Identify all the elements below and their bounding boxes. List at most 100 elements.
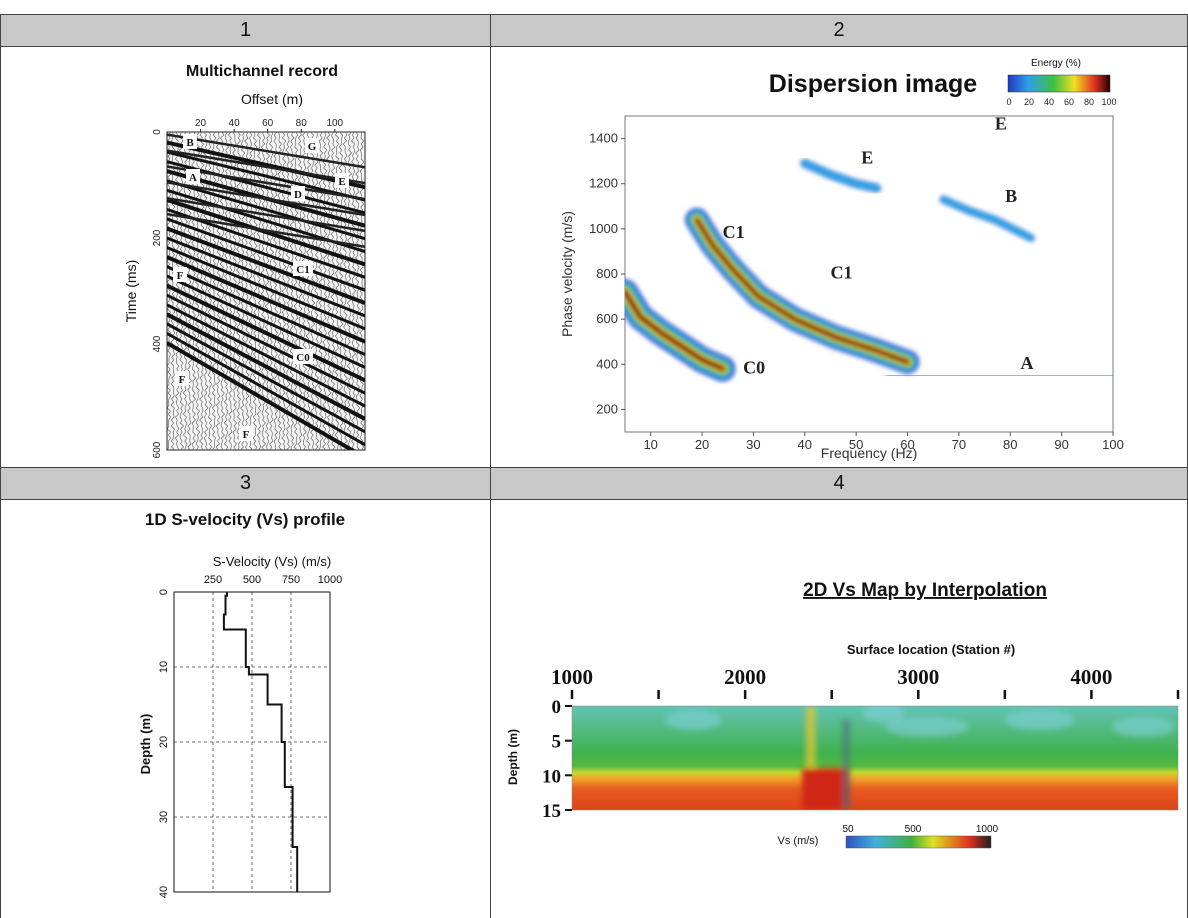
x-tick-label: 70 xyxy=(952,437,966,452)
vs-anomaly xyxy=(884,716,969,737)
dispersion-x-ticks: 10 20 30 40 50 60 70 80 90 100 xyxy=(643,432,1124,452)
event-label: F xyxy=(243,429,250,441)
event-label-box xyxy=(239,426,253,441)
mode-band-e xyxy=(801,159,881,192)
y-tick-label: 400 xyxy=(152,335,163,352)
vs-map-title: 2D Vs Map by Interpolation xyxy=(803,580,1047,601)
panel-body-3 xyxy=(0,499,491,918)
vs-profile-line xyxy=(222,592,299,892)
seismic-event xyxy=(167,283,365,383)
multichannel-y-ticks: 0 200 400 600 xyxy=(152,129,163,459)
y-tick-label: 800 xyxy=(596,266,618,281)
vs-profile-grid xyxy=(174,592,330,892)
mode-label: A xyxy=(1021,353,1034,373)
vs-anomaly xyxy=(665,709,722,730)
event-label: F xyxy=(177,270,184,282)
energy-colorbar-ticks: 0 20 40 60 80 100 xyxy=(1006,97,1116,107)
y-tick-label: 0 xyxy=(152,129,163,135)
mode-band-c1 xyxy=(695,218,909,364)
x-tick-label: 1000 xyxy=(318,574,342,586)
x-tick-label: 60 xyxy=(262,118,274,129)
x-tick-label: 2000 xyxy=(724,665,766,689)
dispersion-ylabel: Phase velocity (m/s) xyxy=(559,211,575,337)
seismic-event xyxy=(167,179,365,241)
mode-c0 xyxy=(625,279,736,382)
colorbar-tick-label: 1000 xyxy=(976,824,999,835)
y-tick-label: 1400 xyxy=(589,131,618,146)
event-label-box xyxy=(173,267,187,282)
seismic-trace xyxy=(223,132,230,450)
x-tick-label: 100 xyxy=(326,118,343,129)
panel-header-1: 1 xyxy=(0,14,491,47)
x-tick-label: 60 xyxy=(900,437,914,452)
vs-map-field xyxy=(572,706,1178,810)
seismic-trace xyxy=(178,132,184,450)
event-label-box xyxy=(183,134,197,149)
x-tick-label: 30 xyxy=(746,437,760,452)
x-tick-label: 20 xyxy=(195,118,207,129)
mode-b xyxy=(939,195,1035,242)
y-tick-label: 10 xyxy=(158,661,170,673)
seismic-event xyxy=(167,312,365,421)
seismic-event xyxy=(167,246,365,331)
vs-map-colorbar-label: Vs (m/s) xyxy=(778,835,819,847)
multichannel-xlabel: Offset (m) xyxy=(241,91,303,107)
mode-c1 xyxy=(684,207,920,374)
y-tick-label: 40 xyxy=(158,886,170,898)
colorbar-tick-label: 50 xyxy=(842,824,854,835)
event-label-box xyxy=(293,349,313,364)
mode-a xyxy=(885,373,1113,378)
x-tick-label: 750 xyxy=(282,574,300,586)
vs-anomaly xyxy=(1111,716,1175,737)
multichannel-x-ticks: 20 40 60 80 100 xyxy=(195,118,344,132)
vs-map-colorbar xyxy=(845,835,992,849)
x-tick-label: 10 xyxy=(643,437,657,452)
seismic-event xyxy=(167,150,365,202)
mode-label: E xyxy=(995,114,1007,134)
vs-anomaly xyxy=(802,768,850,810)
multichannel-title: Multichannel record xyxy=(186,63,338,80)
x-tick-label: 20 xyxy=(695,437,709,452)
y-tick-label: 5 xyxy=(552,732,562,753)
seismic-event xyxy=(167,181,365,217)
colorbar-tick-label: 60 xyxy=(1064,97,1074,107)
vs-map-frame xyxy=(571,705,1179,811)
y-tick-label: 200 xyxy=(152,229,163,246)
event-label: C1 xyxy=(296,264,309,276)
x-tick-label: 4000 xyxy=(1070,665,1112,689)
seismic-trace xyxy=(252,132,258,450)
seismic-event xyxy=(167,149,365,185)
seismic-event xyxy=(167,274,365,369)
panel-number-4: 4 xyxy=(833,472,845,494)
seismic-event xyxy=(167,226,365,305)
seismic-trace xyxy=(309,132,316,450)
vs-map-features xyxy=(665,706,1175,810)
event-label: F xyxy=(179,374,186,386)
seismic-event xyxy=(167,265,365,356)
multichannel-ylabel: Time (ms) xyxy=(123,260,139,322)
energy-colorbar-label: Energy (%) xyxy=(1031,58,1081,69)
vs-profile-title: 1D S-velocity (Vs) profile xyxy=(145,510,345,529)
colorbar-tick-label: 80 xyxy=(1084,97,1094,107)
x-tick-label: 90 xyxy=(1054,437,1068,452)
dispersion-mode-labels: C0 C1 C1 A B E E xyxy=(723,114,1034,378)
seismic-event xyxy=(167,133,365,169)
vs-anomaly xyxy=(1004,709,1075,730)
seismic-event xyxy=(167,255,365,344)
seismic-trace xyxy=(219,132,225,450)
panel-header-4: 4 xyxy=(490,467,1188,500)
x-tick-label: 80 xyxy=(1003,437,1017,452)
vs-profile-ylabel: Depth (m) xyxy=(138,714,153,775)
seismic-trace xyxy=(305,132,312,450)
seismic-trace xyxy=(182,132,189,450)
vs-map-y-ticks: 0 5 10 15 xyxy=(542,697,572,822)
y-tick-label: 600 xyxy=(152,441,163,458)
event-label-box xyxy=(291,186,305,201)
seismic-event xyxy=(167,236,365,318)
seismic-trace xyxy=(301,132,307,450)
vs-map-ylabel: Depth (m) xyxy=(506,729,520,785)
colorbar-tick-label: 0 xyxy=(1006,97,1011,107)
dispersion-plot-area xyxy=(624,115,1114,433)
mode-label: C0 xyxy=(743,357,765,377)
colorbar-tick-label: 40 xyxy=(1044,97,1054,107)
